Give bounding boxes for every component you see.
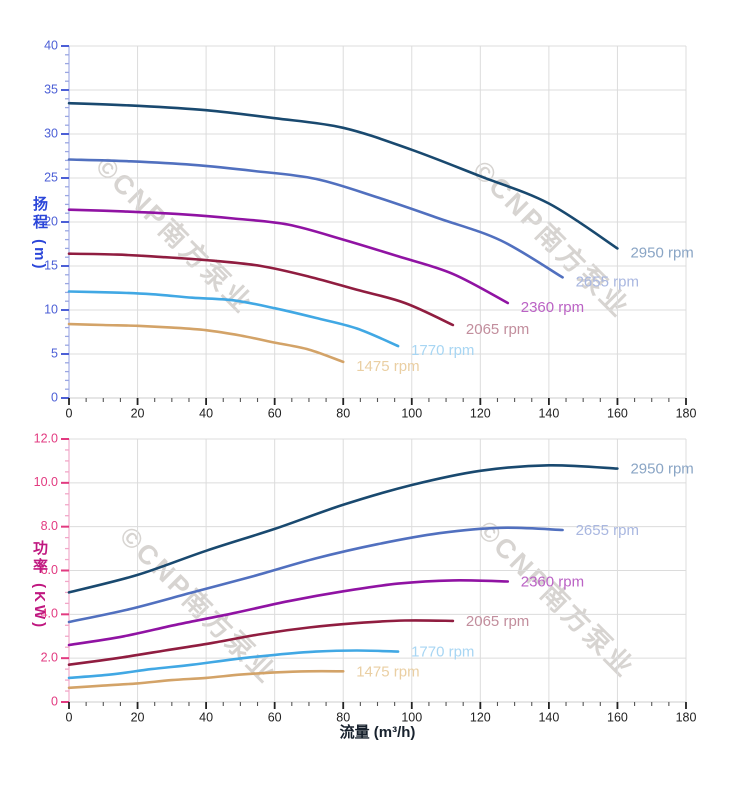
x-tick-label: 120 bbox=[470, 710, 491, 724]
x-tick-label: 160 bbox=[607, 710, 628, 724]
x-tick-label: 0 bbox=[66, 406, 73, 420]
curve-2360-rpm bbox=[67, 579, 510, 647]
curve-label-1475-rpm: 1475 rpm bbox=[356, 358, 419, 375]
x-tick-label: 0 bbox=[66, 710, 73, 724]
y-tick-label: 15 bbox=[44, 258, 58, 272]
x-tick-label: 180 bbox=[676, 710, 697, 724]
curve-label-2360-rpm: 2360 rpm bbox=[521, 573, 584, 590]
x-tick-label: 160 bbox=[607, 406, 628, 420]
x-tick-label: 100 bbox=[401, 710, 422, 724]
curve-label-2950-rpm: 2950 rpm bbox=[630, 244, 693, 261]
curve-1475-rpm bbox=[67, 669, 345, 690]
curve-label-1475-rpm: 1475 rpm bbox=[356, 663, 419, 680]
y-tick-label: 10 bbox=[44, 302, 58, 316]
flow-axis-title: 流量 (m³/h) bbox=[339, 724, 416, 741]
y-tick-label: 12.0 bbox=[34, 431, 58, 445]
curve-2065-rpm bbox=[67, 619, 455, 666]
curve-label-2065-rpm: 2065 rpm bbox=[466, 613, 529, 630]
y-tick-label: 35 bbox=[44, 82, 58, 96]
curve-2655-rpm bbox=[67, 158, 564, 279]
curve-label-1770-rpm: 1770 rpm bbox=[411, 644, 474, 661]
x-tick-label: 20 bbox=[131, 710, 145, 724]
y-tick-label: 4.0 bbox=[41, 607, 58, 621]
y-tick-label: 40 bbox=[44, 38, 58, 52]
y-tick-label: 0 bbox=[51, 694, 58, 708]
curve-1770-rpm bbox=[67, 649, 400, 680]
x-tick-label: 40 bbox=[199, 710, 213, 724]
head-axis-title: 扬程 (m) bbox=[31, 196, 48, 272]
curve-2065-rpm bbox=[67, 252, 455, 327]
x-tick-label: 100 bbox=[401, 406, 422, 420]
x-tick-label: 80 bbox=[336, 406, 350, 420]
chart-power: 0 2.0 4.0 6.0 8.0 10.0 12.0 0 20 40 60 80 100 120 140 1… bbox=[34, 431, 697, 724]
curve-2950-rpm bbox=[67, 101, 619, 250]
y-tick-label: 30 bbox=[44, 126, 58, 140]
x-tick-label: 80 bbox=[336, 710, 350, 724]
y-tick-label: 8.0 bbox=[41, 519, 58, 533]
x-tick-label: 20 bbox=[131, 406, 145, 420]
y-tick-label: 25 bbox=[44, 170, 58, 184]
curve-label-2655-rpm: 2655 rpm bbox=[576, 273, 639, 290]
curve-2655-rpm bbox=[67, 526, 564, 624]
y-tick-label: 10.0 bbox=[34, 475, 58, 489]
x-tick-label: 40 bbox=[199, 406, 213, 420]
y-tick-label: 2.0 bbox=[41, 650, 58, 664]
x-tick-label: 140 bbox=[538, 710, 559, 724]
chart-head: 0 5 10 15 20 25 30 35 40 0 20 40 60 80 100 120 140 160 180… bbox=[44, 38, 696, 420]
curve-2950-rpm bbox=[67, 463, 619, 594]
y-tick-label: 6.0 bbox=[41, 563, 58, 577]
curve-label-2655-rpm: 2655 rpm bbox=[576, 522, 639, 539]
curve-label-1770-rpm: 1770 rpm bbox=[411, 342, 474, 359]
y-tick-label: 0 bbox=[51, 390, 58, 404]
curve-1770-rpm bbox=[67, 290, 400, 348]
y-tick-label: 20 bbox=[44, 214, 58, 228]
x-tick-label: 180 bbox=[676, 406, 697, 420]
curve-label-2950-rpm: 2950 rpm bbox=[630, 461, 693, 478]
y-tick-label: 5 bbox=[51, 346, 58, 360]
curve-1475-rpm bbox=[67, 322, 345, 364]
curve-2360-rpm bbox=[67, 208, 510, 305]
x-tick-label: 140 bbox=[538, 406, 559, 420]
x-tick-label: 120 bbox=[470, 406, 491, 420]
x-tick-label: 60 bbox=[268, 710, 282, 724]
curve-label-2360-rpm: 2360 rpm bbox=[521, 299, 584, 316]
power-axis-title: 功率 (KW) bbox=[31, 540, 48, 631]
x-tick-label: 60 bbox=[268, 406, 282, 420]
curve-label-2065-rpm: 2065 rpm bbox=[466, 321, 529, 338]
